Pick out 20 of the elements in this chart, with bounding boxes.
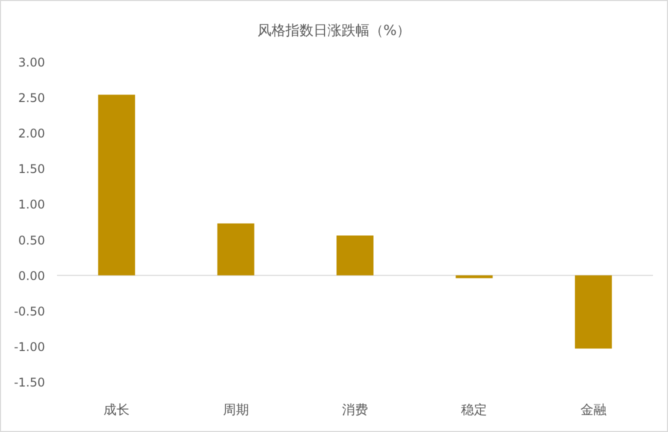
y-tick-label: 3.00 (18, 56, 45, 70)
bar (574, 275, 612, 349)
y-tick-label: 0.00 (18, 268, 45, 283)
x-tick-label: 消费 (342, 403, 368, 418)
y-tick-label: 2.50 (18, 91, 45, 106)
x-tick-label: 金融 (580, 403, 606, 418)
y-tick-label: 2.00 (18, 126, 45, 141)
y-tick-label: 1.00 (18, 198, 45, 212)
y-tick-label: -1.50 (14, 376, 45, 390)
bar (217, 223, 254, 276)
y-tick-label: 0.50 (18, 233, 45, 248)
y-tick-label: -1.00 (14, 340, 45, 354)
y-tick-label: -0.50 (14, 304, 45, 318)
bar (336, 236, 374, 276)
y-tick-label: 1.50 (18, 162, 45, 176)
bar (98, 94, 136, 276)
x-tick-label: 成长 (104, 403, 130, 418)
chart-title: 风格指数日涨跌幅（%） (257, 23, 411, 39)
x-tick-label: 稳定 (461, 403, 488, 418)
x-tick-label: 周期 (222, 403, 249, 418)
